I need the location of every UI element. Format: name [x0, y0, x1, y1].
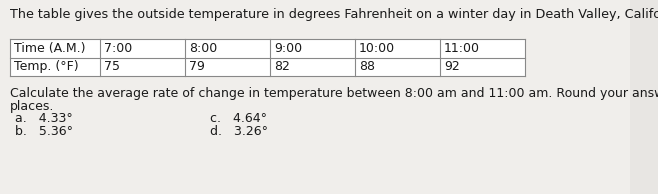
Text: 11:00: 11:00 — [444, 42, 480, 55]
Text: 79: 79 — [189, 60, 205, 73]
Text: d.   3.26°: d. 3.26° — [210, 125, 268, 138]
Text: 75: 75 — [104, 60, 120, 73]
Text: The table gives the outside temperature in degrees Fahrenheit on a winter day in: The table gives the outside temperature … — [10, 8, 658, 21]
Text: 82: 82 — [274, 60, 290, 73]
Text: Time (A.M.): Time (A.M.) — [14, 42, 86, 55]
Text: places.: places. — [10, 100, 55, 113]
Text: b.   5.36°: b. 5.36° — [15, 125, 73, 138]
Text: Temp. (°F): Temp. (°F) — [14, 60, 78, 73]
Text: Calculate the average rate of change in temperature between 8:00 am and 11:00 am: Calculate the average rate of change in … — [10, 87, 658, 100]
Text: 88: 88 — [359, 60, 375, 73]
FancyBboxPatch shape — [10, 39, 525, 76]
Text: 92: 92 — [444, 60, 460, 73]
FancyBboxPatch shape — [0, 0, 630, 194]
Text: 9:00: 9:00 — [274, 42, 302, 55]
Text: a.   4.33°: a. 4.33° — [15, 112, 73, 125]
Text: c.   4.64°: c. 4.64° — [210, 112, 267, 125]
Text: 8:00: 8:00 — [189, 42, 217, 55]
Text: 7:00: 7:00 — [104, 42, 132, 55]
Text: 10:00: 10:00 — [359, 42, 395, 55]
